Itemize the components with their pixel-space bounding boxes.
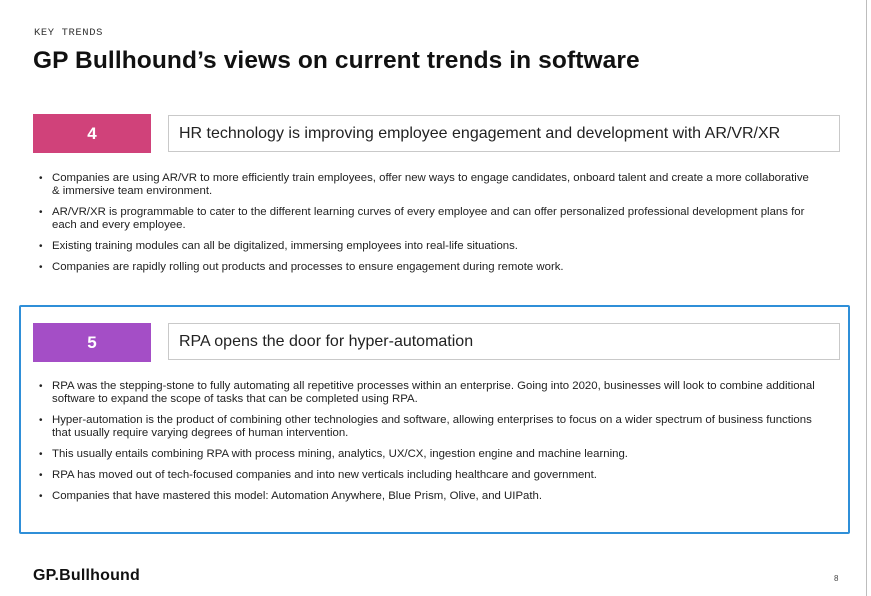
trend-bullet-list: Companies are using AR/VR to more effici… <box>34 172 814 282</box>
page-title: GP Bullhound’s views on current trends i… <box>33 47 640 74</box>
list-item: Companies are using AR/VR to more effici… <box>34 172 814 198</box>
slide-edge <box>866 0 867 596</box>
page-number: 8 <box>834 574 839 583</box>
trend-number-badge: 4 <box>33 114 151 153</box>
list-item: RPA was the stepping-stone to fully auto… <box>34 380 824 406</box>
trend-heading: RPA opens the door for hyper-automation <box>168 323 840 360</box>
trend-bullet-list: RPA was the stepping-stone to fully auto… <box>34 380 824 511</box>
list-item: Companies that have mastered this model:… <box>34 490 824 503</box>
list-item: Hyper-automation is the product of combi… <box>34 414 824 440</box>
highlight-frame <box>19 305 850 534</box>
company-logo: GP.Bullhound <box>33 567 140 584</box>
list-item: RPA has moved out of tech-focused compan… <box>34 469 824 482</box>
list-item: This usually entails combining RPA with … <box>34 448 824 461</box>
trend-number-badge: 5 <box>33 323 151 362</box>
list-item: Existing training modules can all be dig… <box>34 240 814 253</box>
list-item: Companies are rapidly rolling out produc… <box>34 261 814 274</box>
section-kicker: KEY TRENDS <box>34 27 104 39</box>
trend-heading: HR technology is improving employee enga… <box>168 115 840 152</box>
list-item: AR/VR/XR is programmable to cater to the… <box>34 206 814 232</box>
